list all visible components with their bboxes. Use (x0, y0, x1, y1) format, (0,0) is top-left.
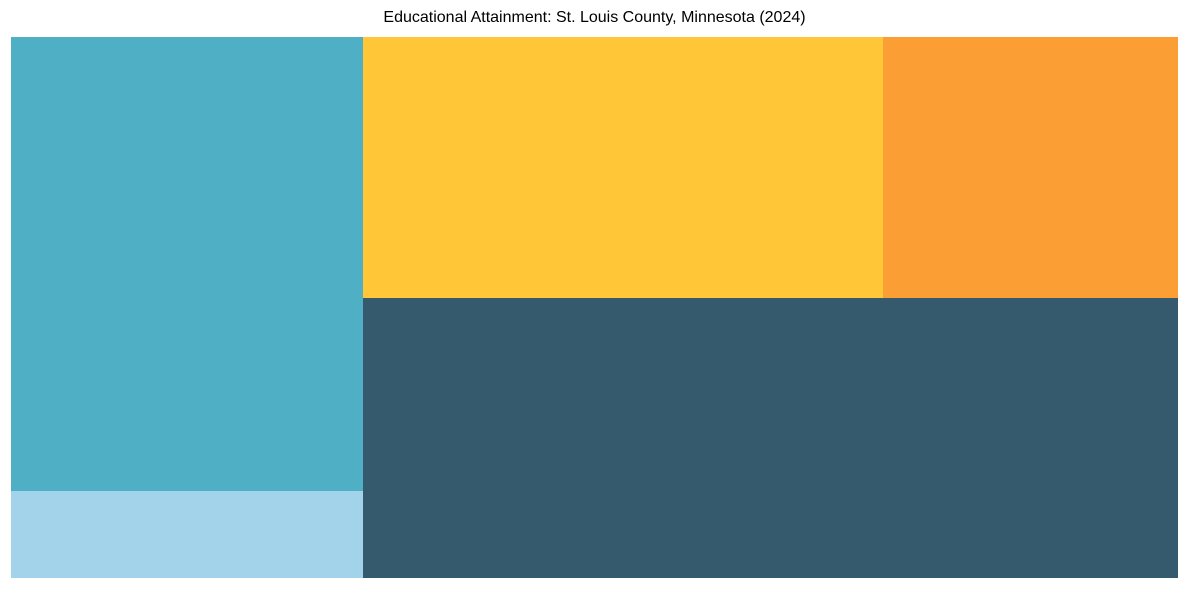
treemap-teal-tile (11, 37, 363, 491)
treemap-light-blue-tile (11, 491, 363, 578)
treemap-plot-area (11, 37, 1178, 578)
treemap-dark-slate-tile (363, 298, 1178, 578)
treemap-orange-tile (883, 37, 1178, 298)
treemap-yellow-tile (363, 37, 883, 298)
chart-title: Educational Attainment: St. Louis County… (383, 9, 806, 26)
